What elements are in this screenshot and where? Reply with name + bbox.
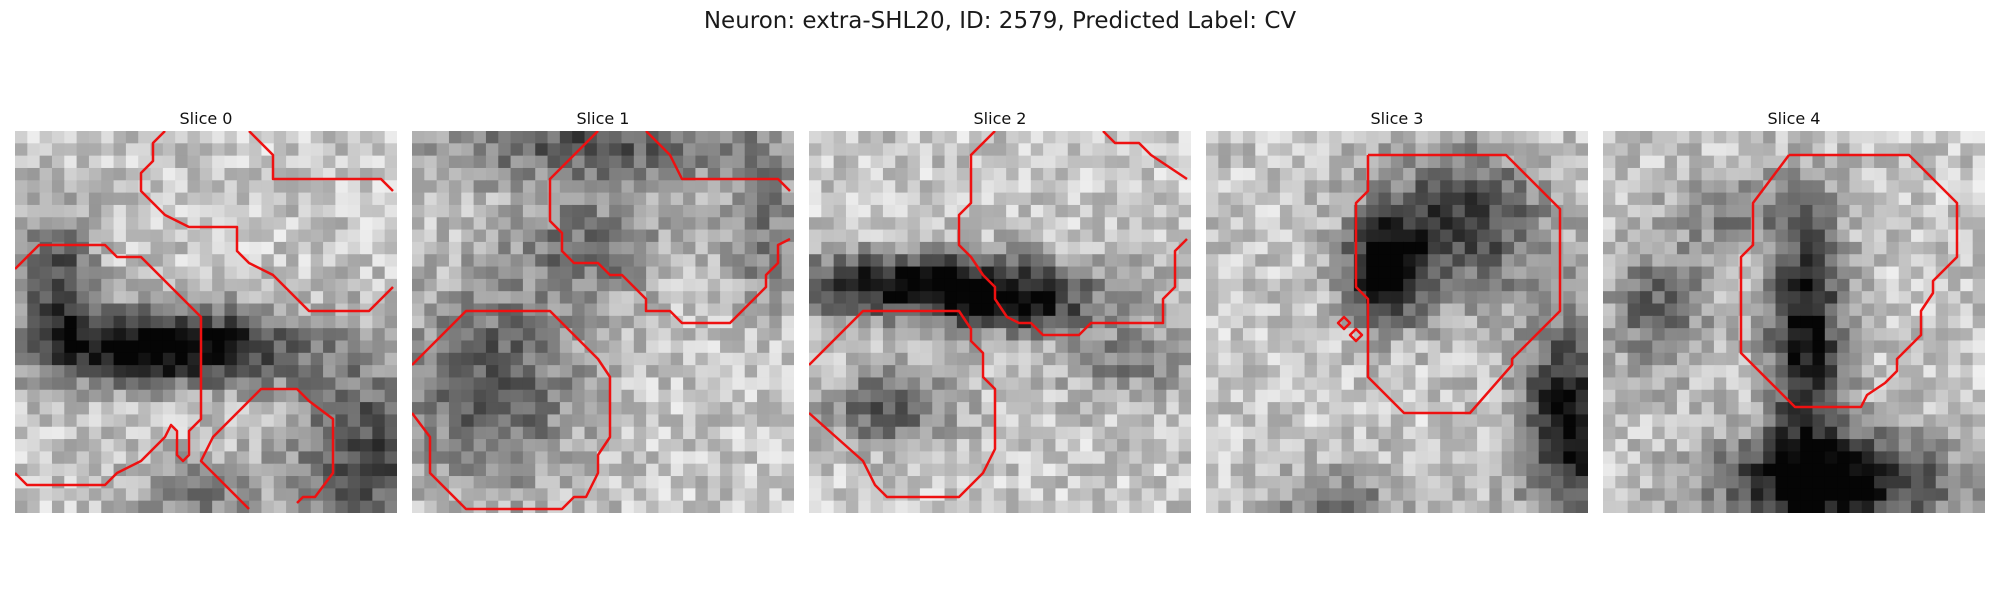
contour-overlay	[1739, 153, 1959, 409]
contour-line	[15, 243, 203, 487]
contour-line	[809, 309, 997, 499]
slice-panel-1: Slice 1	[412, 107, 794, 513]
contour-overlay	[1336, 153, 1562, 415]
contour-line	[1336, 315, 1352, 331]
contour-line	[248, 131, 394, 192]
contour-line	[199, 387, 335, 510]
contour-line	[1102, 131, 1188, 181]
slice-image	[1206, 131, 1588, 513]
contour-line	[645, 131, 791, 192]
slice-title: Slice 2	[973, 109, 1027, 128]
contour-overlay	[412, 131, 791, 511]
contour-line	[1739, 153, 1959, 409]
figure-title: Neuron: extra-SHL20, ID: 2579, Predicted…	[703, 8, 1297, 34]
slice-image	[1603, 131, 1985, 513]
contour-overlay	[15, 131, 394, 510]
slice-image	[412, 131, 794, 513]
slice-panel-3: Slice 3	[1206, 107, 1588, 513]
slice-panel-4: Slice 4	[1603, 107, 1985, 513]
contour-line	[139, 131, 394, 313]
slice-panel-2: Slice 2	[809, 107, 1191, 513]
slice-title: Slice 1	[576, 109, 630, 128]
contour-line	[548, 131, 791, 325]
slice-image	[15, 131, 397, 513]
contour-overlay	[809, 131, 1188, 499]
contour-line	[1348, 327, 1364, 343]
slice-title: Slice 0	[179, 109, 233, 128]
slice-panel-0: Slice 0	[15, 107, 397, 513]
slice-title: Slice 4	[1767, 109, 1821, 128]
slice-title: Slice 3	[1370, 109, 1424, 128]
contour-line	[1354, 153, 1562, 415]
contour-line	[957, 131, 1188, 337]
contour-line	[412, 309, 612, 511]
slice-image	[809, 131, 1191, 513]
